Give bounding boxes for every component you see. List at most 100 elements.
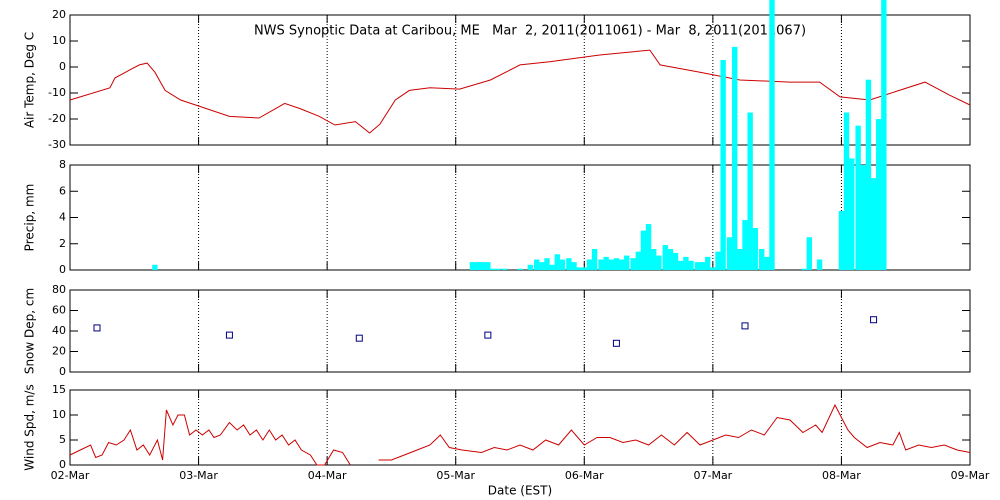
bar — [630, 258, 636, 270]
bar — [635, 251, 641, 270]
x-tick-label: 06-Mar — [565, 469, 604, 482]
bar — [801, 268, 807, 270]
bar — [495, 268, 501, 270]
bar — [881, 0, 887, 270]
bar — [720, 60, 726, 270]
x-tick-label: 07-Mar — [693, 469, 732, 482]
y-tick-label: -30 — [48, 138, 66, 151]
line — [69, 403, 971, 466]
bar — [752, 228, 758, 270]
bar — [576, 267, 582, 270]
y-tick-label: 0 — [59, 365, 66, 378]
bar — [726, 237, 733, 270]
bar — [554, 254, 560, 270]
bar — [759, 249, 765, 270]
y-tick-label: -20 — [48, 112, 66, 125]
point — [870, 316, 878, 324]
bar — [527, 264, 533, 270]
x-axis-label: Date (EST) — [488, 484, 552, 498]
plot-frame — [69, 389, 971, 466]
y-tick-label: 5 — [59, 433, 66, 446]
x-tick-label: 02-Mar — [51, 469, 90, 482]
bar — [683, 256, 689, 270]
bar — [843, 112, 850, 270]
bar — [517, 268, 523, 270]
bar — [849, 158, 855, 270]
bar — [581, 267, 587, 270]
bar — [586, 259, 593, 270]
y-tick-label: 10 — [52, 34, 66, 47]
bar — [571, 262, 577, 270]
bar — [769, 0, 775, 270]
bar — [613, 258, 620, 270]
point — [225, 331, 233, 339]
bar — [624, 255, 630, 270]
y-axis-label: Wind Spd, m/s — [23, 384, 37, 470]
bar — [667, 249, 674, 270]
bar — [715, 251, 721, 270]
y-axis-label: Air Temp, Deg C — [23, 32, 37, 128]
bar — [876, 119, 882, 270]
y-tick-label: 0 — [59, 60, 66, 73]
bar — [742, 220, 748, 270]
bar — [806, 237, 812, 270]
y-tick-label: 20 — [52, 345, 66, 358]
bar — [710, 267, 716, 270]
bar — [688, 260, 694, 270]
y-tick-label: 20 — [52, 8, 66, 21]
bar — [860, 165, 866, 270]
bar — [855, 125, 861, 270]
point — [355, 334, 363, 342]
bar — [640, 230, 647, 270]
point — [741, 322, 749, 330]
y-tick-label: 2 — [59, 237, 66, 250]
x-tick-label: 08-Mar — [822, 469, 861, 482]
bar — [490, 268, 496, 270]
y-axis-label: Precip, mm — [23, 184, 37, 252]
bar — [501, 268, 508, 270]
bar — [705, 256, 711, 270]
bar — [865, 79, 872, 270]
chart-title: NWS Synoptic Data at Caribou, ME Mar 2, … — [254, 24, 806, 39]
bar — [598, 259, 604, 270]
bar — [152, 264, 158, 270]
y-tick-label: 80 — [52, 283, 66, 296]
x-tick-label: 03-Mar — [179, 469, 218, 482]
bar — [591, 249, 598, 270]
bar — [549, 264, 555, 270]
bar — [559, 259, 566, 270]
bar — [656, 255, 662, 270]
bar — [699, 262, 706, 270]
bar — [732, 46, 738, 270]
bar — [662, 245, 668, 270]
point — [484, 331, 492, 339]
x-tick-label: 04-Mar — [308, 469, 347, 482]
y-tick-label: 8 — [59, 158, 66, 171]
bar — [737, 249, 743, 270]
marks — [69, 0, 971, 466]
bar — [651, 249, 657, 270]
bar — [566, 258, 572, 270]
bar — [480, 262, 486, 270]
plot-frame — [69, 164, 971, 271]
y-tick-label: 60 — [52, 304, 66, 317]
plot-frame — [69, 289, 971, 373]
bar — [816, 259, 823, 270]
bar — [747, 112, 753, 270]
y-tick-label: 10 — [52, 408, 66, 421]
x-tick-label: 05-Mar — [436, 469, 475, 482]
y-tick-label: -10 — [48, 86, 66, 99]
bar — [870, 178, 877, 270]
x-tick-label: 09-Mar — [951, 469, 990, 482]
y-tick-label: 0 — [59, 263, 66, 276]
bar — [645, 224, 652, 270]
bar — [838, 210, 845, 270]
bar — [603, 256, 609, 270]
line — [69, 49, 971, 134]
bar — [534, 259, 540, 270]
bar — [469, 262, 476, 270]
bar — [544, 258, 550, 270]
bar — [485, 262, 491, 270]
y-tick-label: 40 — [52, 324, 66, 337]
